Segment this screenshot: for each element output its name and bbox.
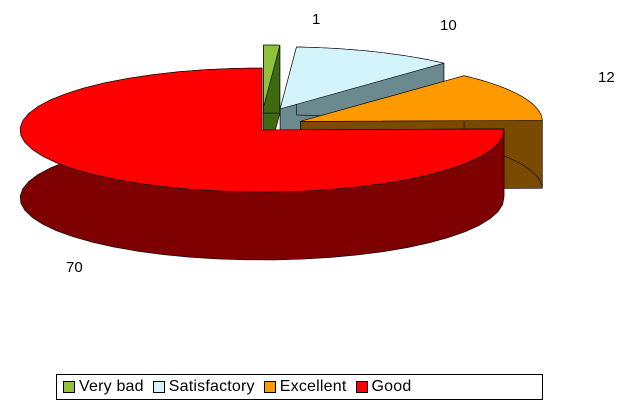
legend-swatch-excellent [263,381,276,393]
legend-label-good: Good [371,378,412,395]
legend-item-excellent: Excellent [263,378,347,396]
pie-slice-very-bad [263,44,281,108]
data-label-very-bad: 1 [312,11,320,28]
data-label-good: 70 [66,259,83,276]
chart-legend: Very bad Satisfactory Excellent Good [56,374,543,400]
legend-swatch-very-bad [63,381,75,393]
legend-item-satisfactory: Satisfactory [152,378,255,396]
pie-slice-satisfactory [279,46,444,110]
data-label-satisfactory: 10 [440,17,457,34]
legend-label-excellent: Excellent [279,378,347,395]
legend-swatch-satisfactory [152,381,165,393]
data-labels: 1 10 12 70 [66,11,615,276]
pie-tops [19,44,543,193]
pie-slice-excellent [300,75,543,122]
pie-slice-good [19,67,505,193]
data-label-excellent: 12 [598,69,615,86]
legend-item-very-bad: Very bad [63,378,144,396]
legend-label-very-bad: Very bad [79,378,144,395]
legend-swatch-good [355,381,368,393]
legend-label-satisfactory: Satisfactory [168,378,255,395]
legend-item-good: Good [355,378,412,396]
